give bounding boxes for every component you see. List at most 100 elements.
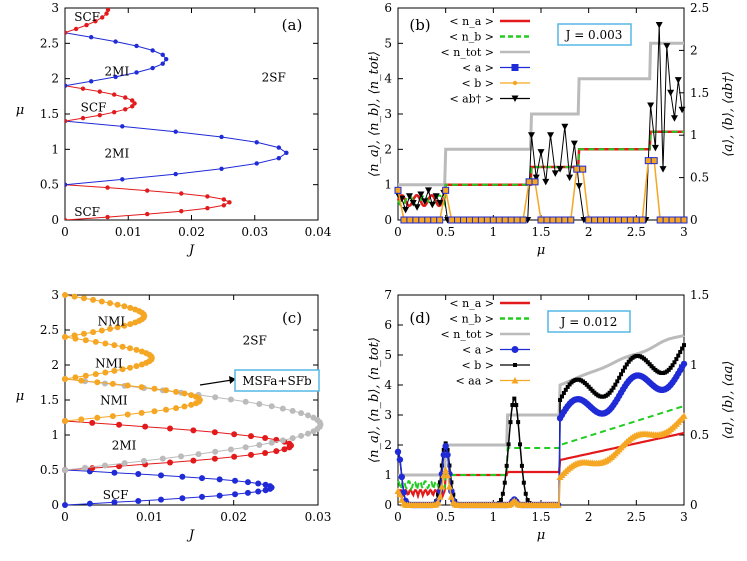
boundary-point: [305, 412, 312, 419]
boundary-point: [62, 376, 68, 382]
a-point: [436, 216, 444, 224]
boundary-point: [212, 394, 219, 401]
a-point: [543, 216, 551, 224]
region-label: 2MI: [112, 439, 137, 453]
abdag-point: [659, 166, 667, 173]
boundary-point: [65, 182, 68, 187]
y-tick-label: 0.5: [40, 178, 59, 192]
a-point: [394, 448, 402, 455]
b-point: [516, 420, 521, 425]
y-axis-label: ⟨n_a⟩, ⟨n_b⟩, ⟨n_tot⟩: [367, 337, 382, 463]
y-tick-label: 5: [384, 36, 392, 50]
boundary-point: [231, 453, 238, 460]
abdag-point: [527, 132, 535, 139]
boundary-point: [273, 448, 280, 455]
boundary-point: [105, 8, 111, 12]
a-point: [674, 216, 682, 224]
boundary-point: [90, 296, 97, 303]
y-axis-label: μ: [16, 389, 24, 404]
boundary-point: [151, 385, 158, 392]
abdag-point: [436, 200, 444, 207]
boundary-point: [127, 364, 134, 371]
boundary-point: [71, 332, 78, 339]
a-point: [477, 216, 485, 224]
a-point: [597, 216, 605, 224]
a-point: [638, 216, 646, 224]
a-point: [489, 216, 497, 224]
boundary-point: [132, 306, 139, 313]
boundary-point: [111, 367, 118, 374]
b-point: [672, 360, 677, 365]
boundary-point: [164, 57, 169, 62]
y-tick-label: 2: [384, 438, 392, 452]
boundary-point: [199, 475, 206, 482]
y-tick-label: 3: [51, 288, 59, 302]
series-na: [396, 130, 684, 208]
b-point: [518, 442, 523, 447]
b-point: [620, 368, 625, 373]
y-axis-label: μ: [16, 103, 24, 118]
boundary-point: [123, 95, 128, 100]
a-point: [591, 216, 599, 224]
a-point: [394, 186, 402, 194]
boundary-point: [92, 338, 99, 345]
legend-label: < n_tot >: [441, 46, 494, 59]
aa-point: [436, 493, 444, 500]
boundary-point: [102, 369, 109, 376]
boundary-point: [158, 496, 165, 503]
boundary-point: [145, 188, 150, 193]
region-label: 2SF: [262, 70, 286, 84]
b-point: [525, 498, 530, 503]
x-axis-label: J: [186, 528, 195, 543]
y-axis-label: ⟨n_a⟩, ⟨n_b⟩, ⟨n_tot⟩: [367, 51, 382, 177]
boundary-point: [179, 495, 186, 502]
boundary-point: [107, 300, 114, 307]
phase-boundaries: [62, 292, 324, 508]
a-point: [483, 216, 491, 224]
a-point: [442, 443, 449, 450]
boundary-point: [193, 393, 200, 400]
boundary-point: [244, 489, 251, 496]
boundary-point: [305, 430, 312, 437]
boundary-point: [123, 107, 128, 112]
a-point: [662, 216, 670, 224]
b-point: [668, 365, 673, 370]
boundary-point: [178, 453, 185, 460]
b-point: [498, 498, 503, 503]
abdag-point: [537, 149, 545, 156]
boundary-point: [78, 416, 85, 423]
x-tick-label: 2: [585, 225, 593, 239]
a-point: [668, 216, 676, 224]
abdag-point: [413, 204, 421, 211]
b-point: [449, 480, 454, 485]
b-point: [561, 391, 566, 396]
x-axis-label: J: [186, 243, 195, 258]
y-tick-label: 0.5: [40, 463, 59, 477]
b-point: [619, 372, 624, 377]
b-point: [439, 463, 444, 468]
aa-point: [445, 483, 453, 490]
boundary-point: [90, 329, 97, 336]
boundary-point: [199, 493, 206, 500]
a-point: [579, 165, 587, 173]
y2-tick-label: 0.5: [690, 171, 709, 185]
boundary-point: [124, 411, 131, 418]
x-tick-label: 0.02: [220, 510, 247, 524]
boundary-point: [65, 118, 68, 124]
b-point: [510, 403, 515, 408]
boundary-point: [80, 295, 87, 302]
boundary-point: [113, 39, 118, 44]
x-axis-label: μ: [537, 528, 545, 543]
boundary-point: [127, 304, 134, 311]
boundary-point: [113, 74, 118, 80]
y-tick-label: 1.5: [40, 107, 59, 121]
boundary-point: [97, 112, 102, 118]
x-tick-label: 0.5: [436, 510, 455, 524]
boundary-point: [71, 293, 78, 300]
y-tick-label: 1: [384, 468, 392, 482]
aa-point: [444, 471, 452, 479]
boundary-point: [167, 459, 174, 466]
annotation-arrow: [199, 379, 233, 386]
a-point: [471, 216, 479, 224]
